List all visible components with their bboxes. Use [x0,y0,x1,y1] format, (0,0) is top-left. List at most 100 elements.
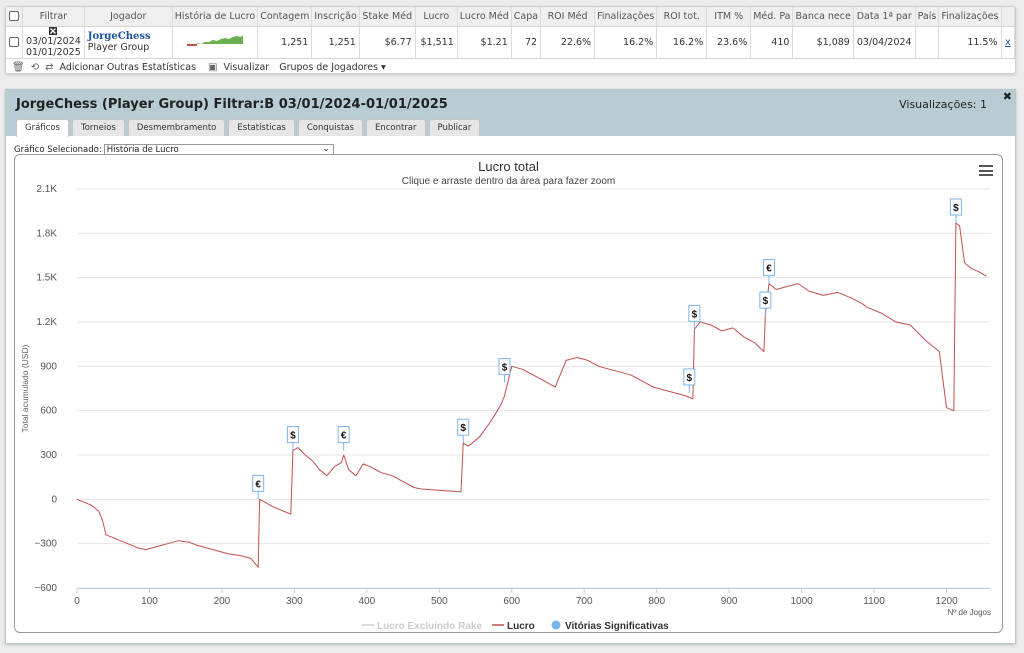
x-axis-title: Nº de Jogos [948,608,991,617]
remove-row-link[interactable]: x [1001,26,1015,59]
roi-med-value: 22.6% [540,26,596,59]
y-tick-label: 1.5K [36,273,57,284]
table-row: 03/01/2024 01/01/2025 JorgeChess Player … [6,26,1015,59]
itm-value: 23.6% [706,26,752,59]
column-header-remove [1001,7,1015,27]
table-header-row: Filtrar Jogador História de Lucro Contag… [6,7,1015,27]
chart-select-label: Gráfico Selecionado: [14,145,102,155]
column-header[interactable]: Lucro Méd [457,7,512,27]
tab-estatisticas[interactable]: Estatísticas [228,119,295,136]
row-select-cell[interactable] [6,26,23,59]
tab-desmembramento[interactable]: Desmembramento [127,119,226,136]
win-flag-label: $ [460,423,466,434]
views-count: Visualizações: 1 [899,98,987,111]
legend-marker-wins [551,620,561,630]
y-tick-label: −600 [34,583,57,594]
column-header[interactable]: ITM % [706,7,752,27]
column-header[interactable]: ROI Méd [540,7,596,27]
x-tick-label: 1000 [790,596,813,607]
refresh-icon[interactable]: ⟲ [30,62,40,73]
filter-icon[interactable] [26,26,81,36]
date-to: 01/01/2025 [26,46,81,58]
column-header[interactable]: Filtrar [22,7,85,27]
y-tick-label: −300 [34,539,57,550]
tab-publicar[interactable]: Publicar [428,119,481,136]
x-tick-label: 300 [286,596,303,607]
column-header[interactable]: Banca nece [792,7,854,27]
player-cell: JorgeChess Player Group [84,26,173,59]
column-header[interactable]: Finalizações [938,7,1002,27]
player-groups-dropdown[interactable]: Grupos de Jogadores ▾ [279,62,386,73]
win-flag-label: $ [763,296,769,307]
column-header[interactable]: Capa [511,7,542,27]
profit-chart: −600 −300 0 300 600 900 1.2K 1.5K 1.8K 2.1K 0 100 20… [20,184,991,632]
win-flag-label: € [255,479,261,490]
win-flag-label: $ [687,373,693,384]
player-group-label: Player Group [87,42,150,53]
column-header[interactable]: História de Lucro [172,7,259,27]
column-header[interactable]: Finalizações [594,7,658,27]
chevron-down-icon: ⌄ [322,144,330,154]
win-flag-box [759,291,772,309]
column-header[interactable]: Jogador [84,7,173,27]
header-select-all[interactable] [6,7,23,27]
finalizacoes2-value: 11.5% [938,26,1002,59]
win-flag-box [337,426,350,444]
y-tick-label: 2.1K [36,184,57,195]
panel-tabs: Gráficos Torneios Desmembramento Estatís… [16,119,481,137]
hamburger-menu-icon[interactable] [979,165,993,179]
y-tick-label: 900 [40,361,57,372]
med-pa-value: 410 [750,26,794,59]
win-flag-box [252,474,265,492]
lucro-value: $1,511 [415,26,458,59]
image-icon[interactable]: ▣ [208,62,218,73]
win-flag-box [762,259,775,277]
profit-sparkline [186,34,243,46]
chart-subtitle: Clique e arraste dentro da área para faz… [401,176,616,187]
view-button[interactable]: Visualizar [223,62,270,73]
x-tick-label: 800 [648,596,665,607]
panel-header: JorgeChess (Player Group) Filtrar:B 03/0… [6,90,1015,137]
column-header[interactable]: ROI tot. [656,7,708,27]
trash-icon[interactable]: 🗑 [12,62,25,73]
tab-encontrar[interactable]: Encontrar [365,119,426,136]
win-flag-box [457,418,470,436]
chart-select-value: História de Lucro [106,145,179,155]
column-header[interactable]: Stake Méd [359,7,416,27]
y-tick-label: 0 [51,494,57,505]
date-from: 03/01/2024 [26,35,81,47]
filter-dates-cell: 03/01/2024 01/01/2025 [22,26,85,59]
win-flag-label: $ [502,363,508,374]
x-tick-label: 900 [721,596,738,607]
tab-torneios[interactable]: Torneios [71,119,125,136]
profit-history-sparkline-cell[interactable] [172,26,259,59]
link-icon[interactable]: ⇄ [45,62,54,73]
y-axis-title: Total acumulado (USD) [20,344,30,432]
column-header[interactable]: Lucro [415,7,458,27]
capa-value: 72 [511,26,542,59]
roi-tot-value: 16.2% [656,26,708,59]
y-tick-label: 1.2K [36,317,57,328]
column-header[interactable]: Méd. Pa [750,7,794,27]
win-flag-label: $ [953,203,959,214]
stake-med-value: $6.77 [359,26,416,59]
column-header[interactable]: Data 1ª par [853,7,916,27]
column-header[interactable]: Contagem [257,7,313,27]
chart-title: Lucro total [478,159,539,174]
pais-value [915,26,940,59]
tab-conquistas[interactable]: Conquistas [297,119,363,136]
lucro-series-line [76,222,987,568]
column-header[interactable]: País [915,7,940,27]
detail-panel: JorgeChess (Player Group) Filtrar:B 03/0… [5,89,1016,644]
tab-graficos[interactable]: Gráficos [16,119,69,137]
row-checkbox[interactable] [9,37,19,47]
win-flag-box [688,304,701,322]
x-tick-label: 200 [214,596,231,607]
select-all-checkbox[interactable] [9,11,19,22]
close-icon[interactable]: ✖ [1002,90,1012,103]
win-flag-box [683,368,696,386]
player-name-link[interactable]: JorgeChess [87,31,151,42]
add-stats-button[interactable]: Adicionar Outras Estatísticas [59,62,197,73]
chart-container[interactable]: Lucro total Clique e arraste dentro da á… [14,154,1003,633]
column-header[interactable]: Inscrição [311,7,360,27]
